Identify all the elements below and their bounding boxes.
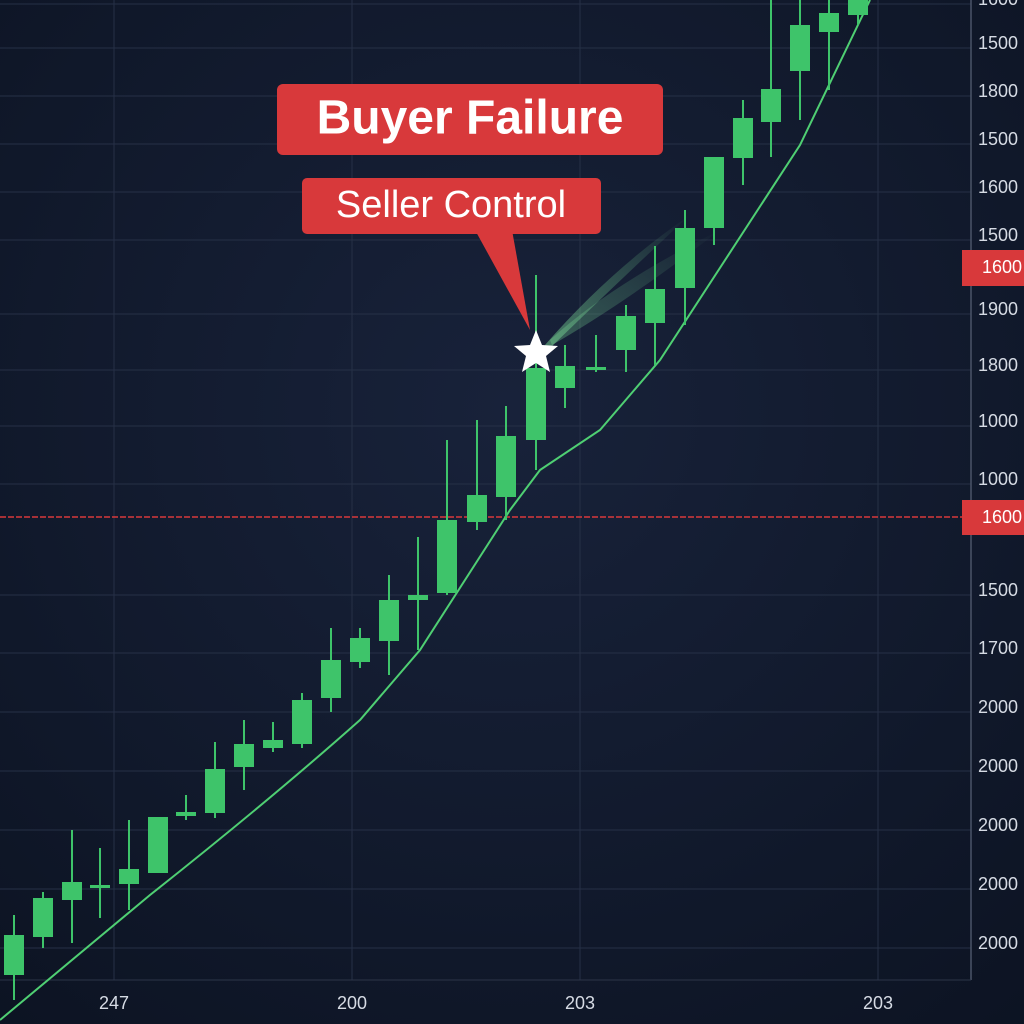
candle-body bbox=[321, 660, 341, 698]
annotation-title: Buyer Failure bbox=[317, 92, 624, 145]
candle-body bbox=[645, 289, 665, 323]
candle bbox=[62, 830, 82, 943]
candle bbox=[292, 693, 312, 748]
candle-body bbox=[437, 520, 457, 593]
candle bbox=[119, 820, 139, 910]
candle bbox=[350, 628, 370, 668]
x-tick-label: 247 bbox=[99, 993, 129, 1013]
candle bbox=[263, 722, 283, 752]
candle-body bbox=[496, 436, 516, 497]
candle-body bbox=[467, 495, 487, 522]
candle-body bbox=[62, 882, 82, 900]
candle bbox=[437, 440, 457, 595]
candle bbox=[148, 817, 168, 873]
y-tick-label: 2000 bbox=[978, 815, 1018, 835]
candle-body bbox=[350, 638, 370, 662]
candle-body bbox=[848, 0, 868, 15]
candle-body bbox=[408, 595, 428, 600]
candle bbox=[555, 345, 575, 408]
candle bbox=[408, 537, 428, 650]
callout-pointer bbox=[475, 230, 530, 330]
y-tick-label: 1500 bbox=[978, 225, 1018, 245]
candle bbox=[205, 742, 225, 818]
star-marker bbox=[514, 330, 558, 372]
y-tick-label: 1900 bbox=[978, 299, 1018, 319]
candle bbox=[790, 0, 810, 120]
title-box bbox=[277, 84, 663, 155]
candle bbox=[645, 246, 665, 365]
y-tick-label: 1600 bbox=[978, 177, 1018, 197]
y-tick-label: 2000 bbox=[978, 697, 1018, 717]
subtitle-box bbox=[302, 178, 601, 234]
candle-body bbox=[205, 769, 225, 813]
annotation-subtitle: Seller Control bbox=[336, 184, 566, 226]
trend-curve bbox=[0, 0, 871, 1021]
candle bbox=[704, 157, 724, 245]
candle-body bbox=[292, 700, 312, 744]
candle-body bbox=[555, 366, 575, 388]
x-tick-label: 200 bbox=[337, 993, 367, 1013]
candle-body bbox=[119, 869, 139, 884]
price-tag-bg bbox=[962, 500, 1024, 535]
grid bbox=[0, 0, 971, 980]
x-tick-label: 203 bbox=[565, 993, 595, 1013]
candle bbox=[33, 892, 53, 948]
candle-body bbox=[704, 157, 724, 228]
y-tick-label: 2000 bbox=[978, 933, 1018, 953]
candle bbox=[321, 628, 341, 712]
candle-body bbox=[526, 368, 546, 440]
candle-body bbox=[733, 118, 753, 158]
candle bbox=[90, 848, 110, 918]
candle-body bbox=[379, 600, 399, 641]
candle bbox=[586, 335, 606, 372]
y-axis: 1600 1500 1800 1500 1600 1500 1900 1800 1000 1000… bbox=[978, 0, 1018, 953]
candle-body bbox=[790, 25, 810, 71]
candle-body bbox=[586, 367, 606, 370]
candle bbox=[848, 0, 868, 25]
candle-body bbox=[761, 89, 781, 122]
y-tick-label: 1800 bbox=[978, 81, 1018, 101]
candle bbox=[733, 100, 753, 185]
candle bbox=[379, 575, 399, 675]
candle bbox=[4, 915, 24, 1000]
candle bbox=[234, 720, 254, 790]
candle-body bbox=[234, 744, 254, 767]
y-tick-label: 1700 bbox=[978, 638, 1018, 658]
y-tick-label: 1500 bbox=[978, 580, 1018, 600]
y-tick-label: 1500 bbox=[978, 129, 1018, 149]
candle bbox=[761, 0, 781, 157]
candle-body bbox=[176, 812, 196, 816]
candle bbox=[467, 420, 487, 530]
y-tick-label: 1800 bbox=[978, 355, 1018, 375]
candle-body bbox=[675, 228, 695, 288]
y-tick-label: 2000 bbox=[978, 874, 1018, 894]
candle-body bbox=[819, 13, 839, 32]
price-tag-bg bbox=[962, 250, 1024, 286]
candle bbox=[526, 275, 546, 470]
candle-body bbox=[263, 740, 283, 748]
candle bbox=[176, 795, 196, 820]
price-tag: 1600 bbox=[982, 257, 1022, 277]
candle-body bbox=[4, 935, 24, 975]
candle bbox=[819, 0, 839, 90]
candle-body bbox=[33, 898, 53, 937]
y-tick-label: 1500 bbox=[978, 33, 1018, 53]
y-tick-label: 1000 bbox=[978, 411, 1018, 431]
y-tick-label: 1000 bbox=[978, 469, 1018, 489]
candle bbox=[616, 305, 636, 372]
candles bbox=[4, 0, 868, 1000]
candle bbox=[496, 406, 516, 520]
candle-body bbox=[90, 885, 110, 888]
candle-body bbox=[616, 316, 636, 350]
candle-body bbox=[148, 817, 168, 873]
price-tag: 1600 bbox=[982, 507, 1022, 527]
y-tick-label: 2000 bbox=[978, 756, 1018, 776]
x-tick-label: 203 bbox=[863, 993, 893, 1013]
y-tick-label: 1600 bbox=[978, 0, 1018, 9]
candle bbox=[675, 210, 695, 325]
